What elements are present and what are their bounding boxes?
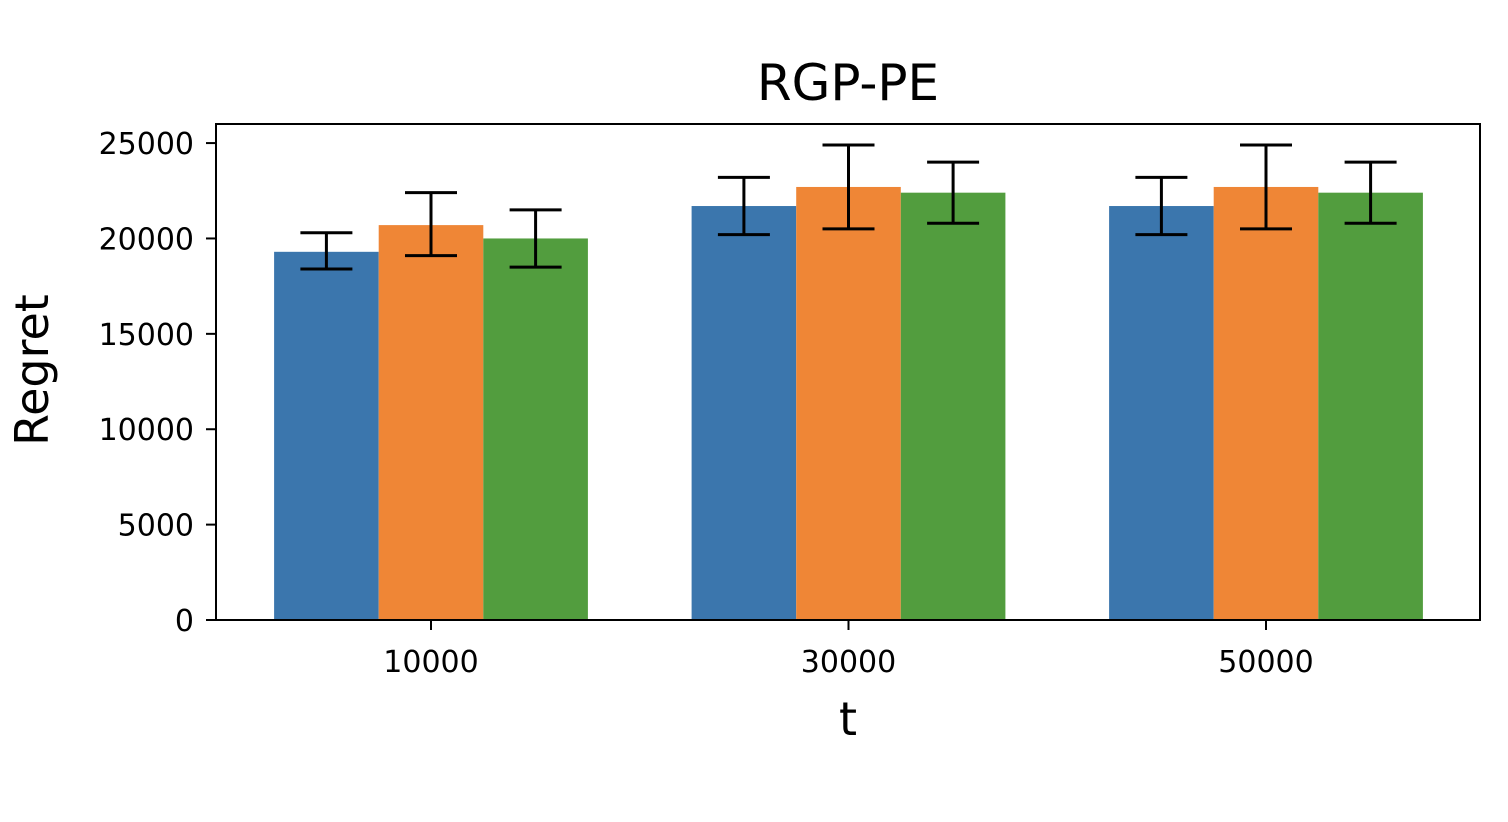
bar-series-2-10000 [378,225,484,620]
x-axis-label: t [839,692,857,746]
y-tick-label: 20000 [99,222,194,257]
y-tick-label: 25000 [99,127,194,162]
y-tick-label: 5000 [118,509,194,544]
bar-series-3-30000 [900,192,1006,620]
bar-series-2-30000 [796,186,901,620]
y-tick-label: 10000 [99,413,194,448]
bar-series-3-10000 [483,238,588,620]
y-axis: 0 5000 10000 15000 20000 25000 [99,127,216,639]
bars-group [274,186,1423,621]
chart-title: RGP-PE [757,54,939,112]
x-tick-label: 50000 [1218,645,1313,680]
bar-series-1-30000 [691,206,797,620]
bar-series-3-50000 [1318,192,1423,620]
bar-series-1-50000 [1109,206,1214,620]
x-axis: 10000 30000 50000 [383,620,1314,680]
x-tick-label: 10000 [383,645,478,680]
y-tick-label: 0 [175,604,194,639]
y-axis-label: Regret [5,294,59,446]
x-tick-label: 30000 [801,645,896,680]
bar-series-1-10000 [274,251,379,621]
y-tick-label: 15000 [99,318,194,353]
bar-series-2-50000 [1213,186,1319,620]
plot-area-frame [215,123,1481,621]
error-bars-group [300,143,1397,271]
